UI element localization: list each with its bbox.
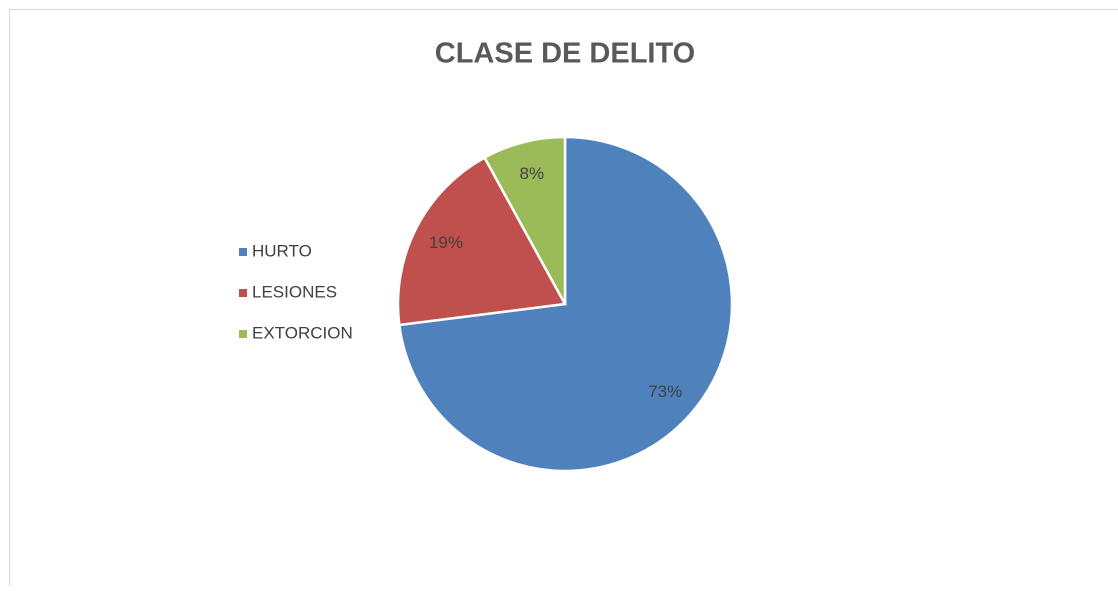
legend-label: LESIONES <box>252 282 337 301</box>
legend-swatch <box>239 330 247 338</box>
data-label: 19% <box>429 233 463 252</box>
legend-label: EXTORCION <box>252 323 353 342</box>
data-label: 8% <box>519 164 544 183</box>
data-label: 73% <box>648 382 682 401</box>
chart-title: CLASE DE DELITO <box>435 38 696 70</box>
legend-label: HURTO <box>252 241 312 260</box>
legend-swatch <box>239 248 247 256</box>
legend-swatch <box>239 289 247 297</box>
